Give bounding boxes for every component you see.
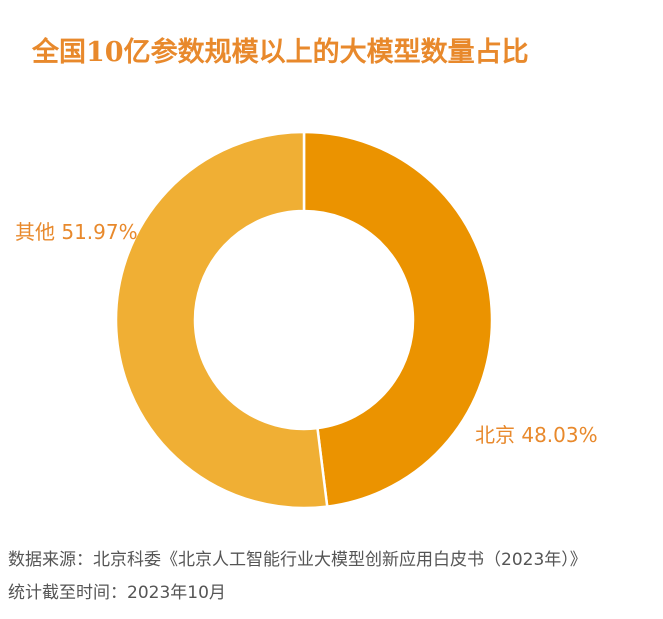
slice-label-beijing: 北京 48.03% — [475, 423, 598, 447]
slice-label-other: 其他 51.97% — [15, 220, 138, 244]
chart-title: 全国10亿参数规模以上的大模型数量占比 — [32, 37, 529, 68]
slice-labels: 北京 48.03% 其他 51.97% — [15, 220, 598, 447]
donut-slice-beijing — [302, 130, 494, 508]
data-source: 数据来源：北京科委《北京人工智能行业大模型创新应用白皮书（2023年）》 — [8, 550, 587, 570]
donut-slices — [114, 130, 494, 510]
donut-slice-other — [114, 130, 329, 510]
stat-time: 统计截至时间：2023年10月 — [8, 583, 226, 603]
